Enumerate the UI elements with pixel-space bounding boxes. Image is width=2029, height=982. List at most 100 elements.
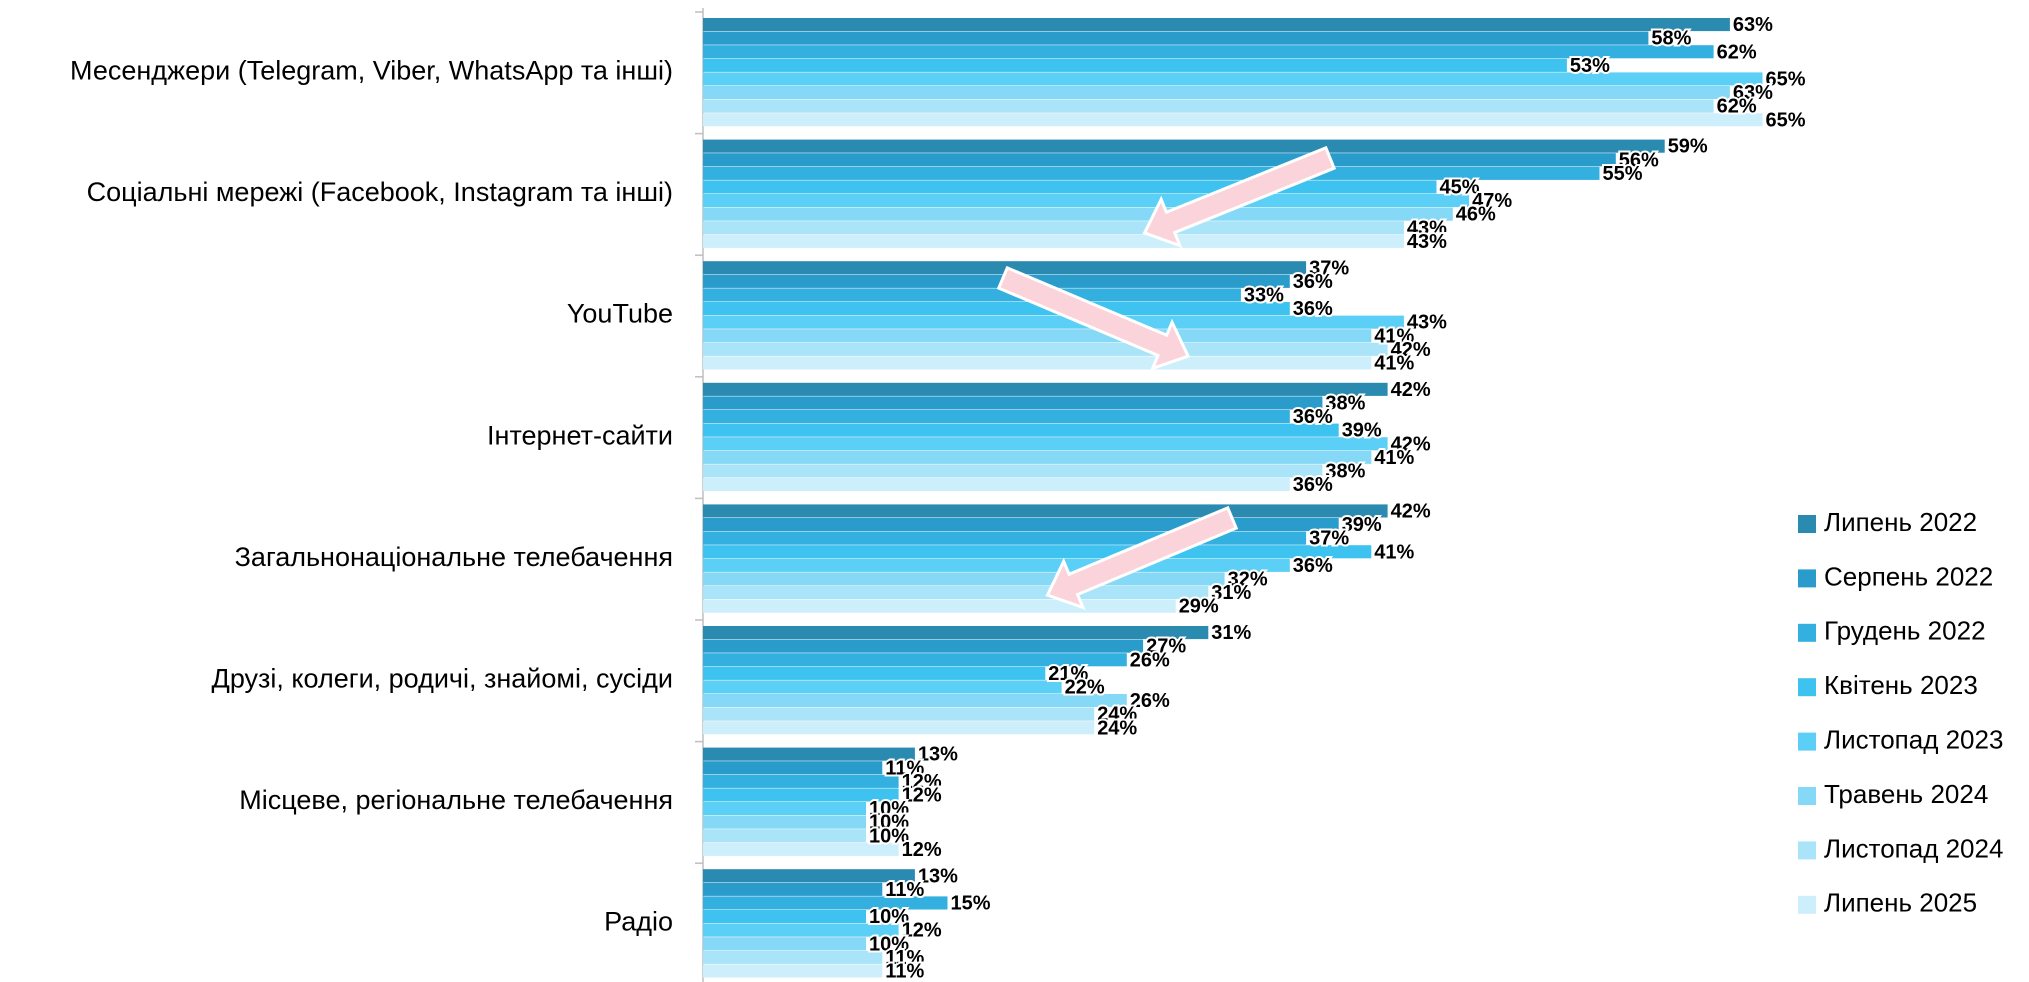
value-label: 36% xyxy=(1293,406,1333,428)
value-label: 10% xyxy=(869,825,909,847)
value-label: 41% xyxy=(1374,325,1414,347)
bar xyxy=(703,86,1730,100)
value-label: 46% xyxy=(1456,204,1496,226)
bar xyxy=(703,464,1323,478)
bar xyxy=(703,342,1388,356)
legend-swatch xyxy=(1798,678,1816,697)
value-label: 11% xyxy=(885,879,924,901)
value-label: 56% xyxy=(1619,149,1659,171)
bar xyxy=(703,788,899,802)
value-label: 55% xyxy=(1603,163,1643,185)
category-label: Радіо xyxy=(604,907,673,937)
value-label: 63% xyxy=(1733,14,1773,36)
bar xyxy=(703,694,1127,708)
value-label: 62% xyxy=(1717,96,1757,118)
legend-label: Листопад 2023 xyxy=(1824,724,2003,754)
bar xyxy=(703,586,1209,600)
bar xyxy=(703,802,866,816)
bar xyxy=(703,423,1339,437)
value-label: 53% xyxy=(1570,55,1610,77)
bar xyxy=(703,437,1388,451)
legend-swatch xyxy=(1798,515,1816,533)
bar xyxy=(703,842,899,856)
value-label: 42% xyxy=(1391,500,1431,522)
bar xyxy=(703,410,1290,424)
value-label: 41% xyxy=(1374,447,1414,469)
bar xyxy=(703,599,1176,613)
value-label: 11% xyxy=(885,960,924,982)
value-label: 39% xyxy=(1342,420,1382,442)
value-label: 38% xyxy=(1325,392,1365,414)
bar xyxy=(703,315,1404,329)
bar xyxy=(703,288,1241,302)
trend-arrow xyxy=(1045,505,1239,610)
value-label: 10% xyxy=(869,812,909,834)
category-label: Місцеве, регіональне телебачення xyxy=(239,785,673,815)
value-label: 45% xyxy=(1440,176,1480,198)
value-label: 24% xyxy=(1097,717,1137,739)
bar xyxy=(703,910,866,924)
legend-swatch xyxy=(1798,569,1816,588)
bar xyxy=(703,180,1437,194)
value-label: 12% xyxy=(902,771,942,793)
value-label: 63% xyxy=(1733,82,1773,104)
bar xyxy=(703,382,1388,396)
bar xyxy=(703,207,1453,221)
value-label: 65% xyxy=(1766,68,1806,90)
bar xyxy=(703,707,1095,721)
value-label: 12% xyxy=(902,784,942,806)
bar xyxy=(703,721,1095,735)
legend-label: Грудень 2022 xyxy=(1824,616,1986,646)
bar xyxy=(703,234,1404,248)
bar xyxy=(703,869,915,883)
value-label: 38% xyxy=(1325,460,1365,482)
bar xyxy=(703,504,1388,518)
legend-label: Серпень 2022 xyxy=(1824,561,1993,591)
bar xyxy=(703,478,1290,492)
bar xyxy=(703,761,883,775)
value-label: 10% xyxy=(869,933,909,955)
bar xyxy=(703,356,1372,370)
bar xyxy=(703,680,1062,694)
category-label: Друзі, колеги, родичі, знайомі, сусіди xyxy=(212,664,673,694)
value-label: 39% xyxy=(1342,514,1382,536)
value-label: 13% xyxy=(918,744,958,766)
legend-label: Квітень 2023 xyxy=(1824,670,1978,700)
value-label: 43% xyxy=(1407,312,1447,334)
value-label: 26% xyxy=(1130,649,1170,671)
value-label: 36% xyxy=(1293,298,1333,320)
trend-arrow xyxy=(996,265,1191,371)
bar xyxy=(703,815,866,829)
bar xyxy=(703,558,1290,572)
value-label: 10% xyxy=(869,798,909,820)
legend-label: Травень 2024 xyxy=(1824,779,1988,809)
value-label: 33% xyxy=(1244,284,1284,306)
value-label: 10% xyxy=(869,906,909,928)
bar xyxy=(703,274,1290,288)
bar xyxy=(703,545,1372,559)
bar xyxy=(703,99,1714,113)
value-label: 26% xyxy=(1130,690,1170,712)
category-label: Месенджери (Telegram, Viber, WhatsApp та… xyxy=(70,56,673,86)
bar xyxy=(703,139,1665,153)
bar xyxy=(703,937,866,951)
legend-label: Листопад 2024 xyxy=(1824,833,2003,863)
legend-label: Липень 2022 xyxy=(1824,507,1977,537)
bar xyxy=(703,626,1209,640)
category-label: Загальнонаціональне телебачення xyxy=(235,542,673,572)
bar xyxy=(703,166,1600,180)
bar xyxy=(703,261,1307,275)
bar xyxy=(703,58,1567,72)
bar xyxy=(703,450,1372,464)
bar xyxy=(703,882,883,896)
value-label: 58% xyxy=(1651,28,1691,50)
bar xyxy=(703,666,1046,680)
bar xyxy=(703,964,883,978)
value-label: 42% xyxy=(1391,379,1431,401)
value-label: 36% xyxy=(1293,271,1333,293)
bar xyxy=(703,639,1144,653)
bar xyxy=(703,194,1470,208)
value-label: 29% xyxy=(1179,596,1219,618)
value-label: 36% xyxy=(1293,555,1333,577)
